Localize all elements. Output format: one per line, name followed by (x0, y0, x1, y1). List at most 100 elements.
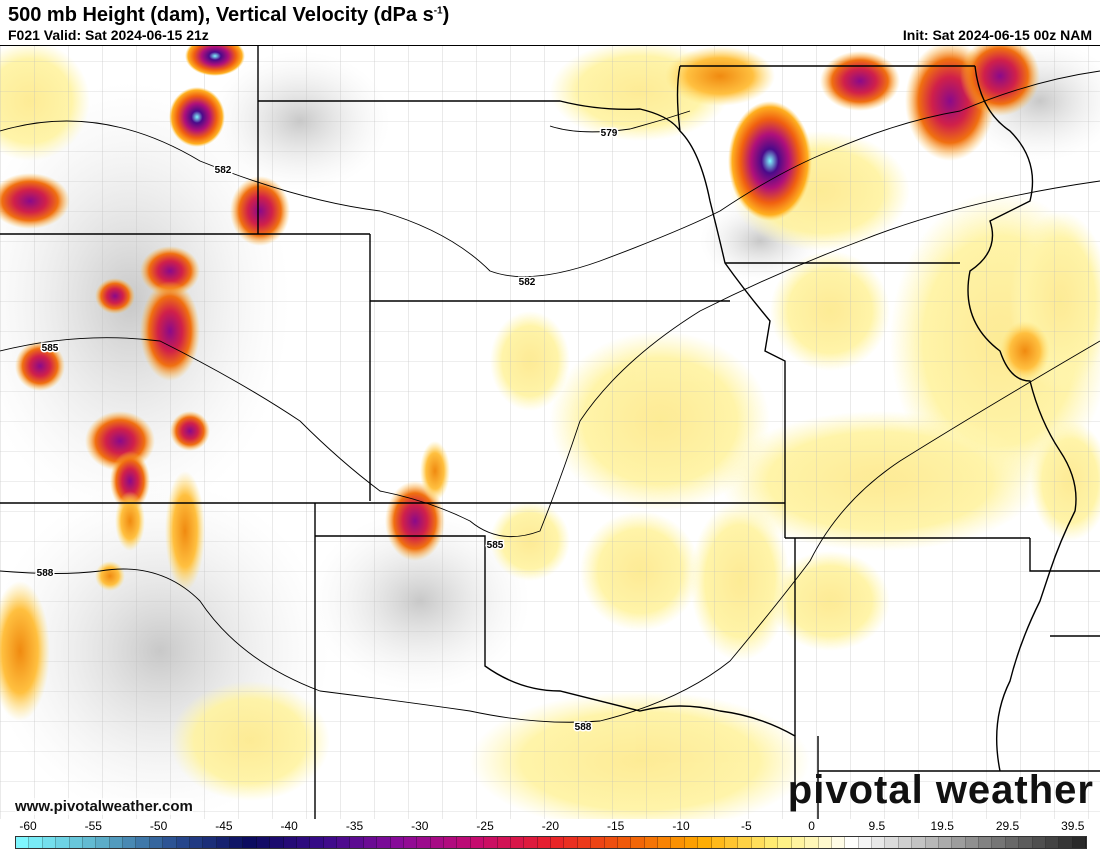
colorbar-swatch (524, 837, 538, 848)
colorbar-ticks: -60 -55 -50 -45 -40 -35 -30 -25 -20 -15 -10 -5 0 9.5 1… (0, 818, 1100, 834)
colorbar-swatch (109, 837, 123, 848)
colorbar-tick-label: 29.5 (995, 819, 1020, 833)
colorbar-swatch (69, 837, 83, 848)
colorbar-tick-label: -55 (84, 819, 102, 833)
colorbar-swatch (938, 837, 953, 848)
colorbar-swatch (283, 837, 297, 848)
colorbar-tick-label: -15 (607, 819, 625, 833)
colorbar-swatch (711, 837, 725, 848)
colorbar-swatch (684, 837, 699, 848)
colorbar-swatch (243, 837, 257, 848)
state-borders (0, 46, 1100, 819)
colorbar-swatch (872, 837, 886, 848)
colorbar-swatch (29, 837, 43, 848)
init-time: Init: Sat 2024-06-15 00z NAM (902, 27, 1092, 43)
colorbar-swatch (617, 837, 632, 848)
colorbar-swatch (189, 837, 204, 848)
colorbar-tick-label: -20 (541, 819, 560, 833)
colorbar-swatch (885, 837, 899, 848)
colorbar-swatch (738, 837, 752, 848)
colorbar-swatch (323, 837, 337, 848)
colorbar-tick-label: -10 (672, 819, 690, 833)
colorbar-swatch (123, 837, 137, 848)
colorbar-swatch (898, 837, 913, 848)
colorbar-swatch (417, 837, 431, 848)
colorbar-swatch (82, 837, 97, 848)
colorbar-tick-label: 0 (808, 819, 815, 833)
county-lines (0, 46, 1100, 819)
colorbar-swatch (698, 837, 712, 848)
colorbar-swatch (845, 837, 859, 848)
colorbar-tick-label: -60 (19, 819, 37, 833)
colorbar-tick-label: -35 (345, 819, 364, 833)
colorbar-swatch (296, 837, 311, 848)
height-contours (0, 70, 1100, 723)
colorbar-swatch (1059, 837, 1073, 848)
colorbar-swatch (310, 837, 324, 848)
contour-label: 582 (215, 165, 232, 176)
colorbar-swatch (230, 837, 244, 848)
colorbar-swatch (912, 837, 926, 848)
colorbar-swatch (564, 837, 578, 848)
colorbar-swatch (430, 837, 444, 848)
colorbar-swatch (591, 837, 605, 848)
colorbar-swatch (16, 837, 30, 848)
contour-label: 579 (601, 128, 618, 139)
colorbar-swatch (56, 837, 70, 848)
colorbar-swatch (791, 837, 806, 848)
colorbar-tick-label: 19.5 (930, 819, 954, 833)
colorbar-swatch (818, 837, 832, 848)
colorbar-swatch (952, 837, 966, 848)
colorbar-swatch (350, 837, 364, 848)
colorbar-swatch (216, 837, 230, 848)
colorbar-swatch (42, 837, 57, 848)
colorbar-swatch (149, 837, 164, 848)
contour-label: 585 (487, 540, 504, 551)
colorbar-swatch (778, 837, 792, 848)
colorbar-swatch (163, 837, 177, 848)
colorbar-swatch (484, 837, 498, 848)
colorbar-swatch (256, 837, 271, 848)
colorbar-tick-label: 9.5 (868, 819, 886, 833)
colorbar-tick-label: -30 (411, 819, 429, 833)
colorbar-swatch (604, 837, 618, 848)
colorbar-tick-label: -45 (215, 819, 233, 833)
colorbar-swatch (470, 837, 485, 848)
colorbar-tick-label: -5 (740, 819, 752, 833)
colorbar-swatch (551, 837, 565, 848)
colorbar-swatch (965, 837, 979, 848)
colorbar-swatch (390, 837, 404, 848)
colorbar-swatch (363, 837, 378, 848)
colorbar-swatch (644, 837, 658, 848)
colorbar-swatch (751, 837, 765, 848)
contour-label: 582 (519, 277, 536, 288)
colorbar-swatch (1005, 837, 1020, 848)
weather-map: 579 582 582 585 585 588 588 (0, 45, 1100, 819)
colorbar-swatch (1032, 837, 1046, 848)
colorbar-swatch (658, 837, 672, 848)
colorbar-swatch (992, 837, 1006, 848)
colorbar-swatch (537, 837, 551, 848)
contour-label: 588 (37, 568, 54, 579)
colorbar-tick-label: -25 (476, 819, 494, 833)
colorbar-swatch (979, 837, 993, 848)
colorbar-swatch (831, 837, 846, 848)
colorbar-swatch (1045, 837, 1060, 848)
colorbar-swatch (925, 837, 939, 848)
colorbar-swatch (1072, 837, 1086, 848)
colorbar (15, 836, 1087, 849)
valid-time: F021 Valid: Sat 2024-06-15 21z (8, 27, 209, 43)
colorbar-swatch (337, 837, 351, 848)
colorbar-swatch (858, 837, 872, 848)
colorbar-swatch (203, 837, 217, 848)
colorbar-swatch (497, 837, 511, 848)
colorbar-swatch (403, 837, 418, 848)
colorbar-swatch (96, 837, 110, 848)
colorbar-swatch (577, 837, 592, 848)
colorbar-swatch (1019, 837, 1033, 848)
contour-label: 588 (575, 722, 592, 733)
website-link[interactable]: www.pivotalweather.com (15, 798, 193, 815)
colorbar-swatch (136, 837, 150, 848)
colorbar-swatch (724, 837, 739, 848)
colorbar-tick-label: -50 (149, 819, 168, 833)
